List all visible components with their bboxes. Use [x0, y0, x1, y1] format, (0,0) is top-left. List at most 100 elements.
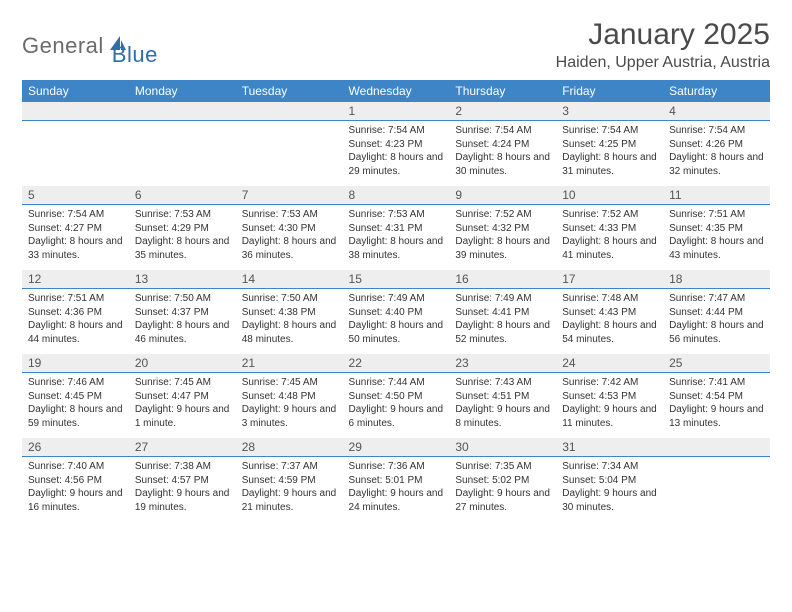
sunrise-text: Sunrise: 7:50 AM [242, 292, 337, 306]
sunset-text: Sunset: 4:50 PM [349, 390, 444, 404]
daylight-text: Daylight: 9 hours and 21 minutes. [242, 487, 337, 514]
brand-general: General [22, 33, 104, 59]
sunrise-text: Sunrise: 7:52 AM [562, 208, 657, 222]
week-data-row: Sunrise: 7:54 AMSunset: 4:27 PMDaylight:… [22, 205, 770, 271]
day-number-cell: 2 [449, 102, 556, 121]
week-daynum-row: 262728293031 [22, 438, 770, 457]
day-number-cell [129, 102, 236, 121]
week-daynum-row: 567891011 [22, 186, 770, 205]
sunrise-text: Sunrise: 7:49 AM [349, 292, 444, 306]
day-data-cell: Sunrise: 7:38 AMSunset: 4:57 PMDaylight:… [129, 457, 236, 523]
day-number-cell: 29 [343, 438, 450, 457]
day-data-cell: Sunrise: 7:49 AMSunset: 4:40 PMDaylight:… [343, 289, 450, 355]
daylight-text: Daylight: 8 hours and 39 minutes. [455, 235, 550, 262]
day-data-cell: Sunrise: 7:37 AMSunset: 4:59 PMDaylight:… [236, 457, 343, 523]
day-data-cell: Sunrise: 7:48 AMSunset: 4:43 PMDaylight:… [556, 289, 663, 355]
sunset-text: Sunset: 4:38 PM [242, 306, 337, 320]
sunrise-text: Sunrise: 7:40 AM [28, 460, 123, 474]
daylight-text: Daylight: 9 hours and 6 minutes. [349, 403, 444, 430]
day-number-cell: 16 [449, 270, 556, 289]
calendar-head-row: Sunday Monday Tuesday Wednesday Thursday… [22, 80, 770, 102]
sunrise-text: Sunrise: 7:54 AM [562, 124, 657, 138]
day-data-cell: Sunrise: 7:52 AMSunset: 4:32 PMDaylight:… [449, 205, 556, 271]
day-data-cell: Sunrise: 7:53 AMSunset: 4:30 PMDaylight:… [236, 205, 343, 271]
daylight-text: Daylight: 8 hours and 48 minutes. [242, 319, 337, 346]
sunrise-text: Sunrise: 7:54 AM [349, 124, 444, 138]
daylight-text: Daylight: 8 hours and 30 minutes. [455, 151, 550, 178]
sunset-text: Sunset: 4:48 PM [242, 390, 337, 404]
calendar-body: 1234Sunrise: 7:54 AMSunset: 4:23 PMDayli… [22, 102, 770, 522]
day-number-cell: 18 [663, 270, 770, 289]
sunset-text: Sunset: 4:43 PM [562, 306, 657, 320]
sunset-text: Sunset: 4:37 PM [135, 306, 230, 320]
brand-blue: Blue [112, 24, 158, 68]
daylight-text: Daylight: 9 hours and 11 minutes. [562, 403, 657, 430]
sunset-text: Sunset: 4:44 PM [669, 306, 764, 320]
sunset-text: Sunset: 4:36 PM [28, 306, 123, 320]
sunset-text: Sunset: 4:25 PM [562, 138, 657, 152]
sunrise-text: Sunrise: 7:42 AM [562, 376, 657, 390]
day-data-cell [129, 121, 236, 187]
day-data-cell: Sunrise: 7:40 AMSunset: 4:56 PMDaylight:… [22, 457, 129, 523]
sunset-text: Sunset: 4:35 PM [669, 222, 764, 236]
sunrise-text: Sunrise: 7:54 AM [669, 124, 764, 138]
sunrise-text: Sunrise: 7:53 AM [135, 208, 230, 222]
calendar-table: Sunday Monday Tuesday Wednesday Thursday… [22, 80, 770, 522]
sunrise-text: Sunrise: 7:43 AM [455, 376, 550, 390]
day-data-cell: Sunrise: 7:35 AMSunset: 5:02 PMDaylight:… [449, 457, 556, 523]
day-data-cell: Sunrise: 7:53 AMSunset: 4:31 PMDaylight:… [343, 205, 450, 271]
daylight-text: Daylight: 8 hours and 32 minutes. [669, 151, 764, 178]
col-sunday: Sunday [22, 80, 129, 102]
day-number-cell: 14 [236, 270, 343, 289]
day-number-cell: 27 [129, 438, 236, 457]
sunset-text: Sunset: 5:01 PM [349, 474, 444, 488]
daylight-text: Daylight: 8 hours and 33 minutes. [28, 235, 123, 262]
week-daynum-row: 12131415161718 [22, 270, 770, 289]
day-number-cell: 25 [663, 354, 770, 373]
day-number-cell: 11 [663, 186, 770, 205]
sunset-text: Sunset: 4:47 PM [135, 390, 230, 404]
week-data-row: Sunrise: 7:46 AMSunset: 4:45 PM Daylight:… [22, 373, 770, 439]
sunset-text: Sunset: 4:27 PM [28, 222, 123, 236]
daylight-text: Daylight: 8 hours and 31 minutes. [562, 151, 657, 178]
week-data-row: Sunrise: 7:51 AMSunset: 4:36 PMDaylight:… [22, 289, 770, 355]
day-data-cell: Sunrise: 7:43 AMSunset: 4:51 PMDaylight:… [449, 373, 556, 439]
day-data-cell: Sunrise: 7:50 AMSunset: 4:38 PMDaylight:… [236, 289, 343, 355]
daylight-text: Daylight: 9 hours and 24 minutes. [349, 487, 444, 514]
day-number-cell [22, 102, 129, 121]
daylight-text: Daylight: 8 hours and 56 minutes. [669, 319, 764, 346]
day-data-cell: Sunrise: 7:49 AMSunset: 4:41 PMDaylight:… [449, 289, 556, 355]
sunset-text: Sunset: 4:30 PM [242, 222, 337, 236]
day-number-cell: 10 [556, 186, 663, 205]
day-data-cell: Sunrise: 7:44 AMSunset: 4:50 PMDaylight:… [343, 373, 450, 439]
day-data-cell: Sunrise: 7:54 AMSunset: 4:25 PMDaylight:… [556, 121, 663, 187]
sunrise-text: Sunrise: 7:51 AM [28, 292, 123, 306]
sunset-text: Sunset: 4:56 PM [28, 474, 123, 488]
sunrise-text: Sunrise: 7:45 AM [135, 376, 230, 390]
daylight-text: Daylight: 8 hours and 44 minutes. [28, 319, 123, 346]
day-number-cell: 9 [449, 186, 556, 205]
sunset-text: Sunset: 4:24 PM [455, 138, 550, 152]
sunrise-text: Sunrise: 7:48 AM [562, 292, 657, 306]
day-data-cell: Sunrise: 7:45 AMSunset: 4:48 PMDaylight:… [236, 373, 343, 439]
day-number-cell [663, 438, 770, 457]
sunset-text: Sunset: 5:04 PM [562, 474, 657, 488]
week-data-row: Sunrise: 7:54 AMSunset: 4:23 PMDaylight:… [22, 121, 770, 187]
sunset-text: Sunset: 5:02 PM [455, 474, 550, 488]
col-wednesday: Wednesday [343, 80, 450, 102]
day-data-cell: Sunrise: 7:54 AMSunset: 4:23 PMDaylight:… [343, 121, 450, 187]
daylight-text: Daylight: 8 hours and 50 minutes. [349, 319, 444, 346]
col-saturday: Saturday [663, 80, 770, 102]
sunset-text: Sunset: 4:53 PM [562, 390, 657, 404]
day-data-cell: Sunrise: 7:41 AMSunset: 4:54 PMDaylight:… [663, 373, 770, 439]
sunset-text: Sunset: 4:59 PM [242, 474, 337, 488]
day-number-cell: 20 [129, 354, 236, 373]
sunrise-text: Sunrise: 7:46 AM [28, 376, 123, 390]
title-block: January 2025 Haiden, Upper Austria, Aust… [556, 18, 770, 72]
day-number-cell: 3 [556, 102, 663, 121]
col-tuesday: Tuesday [236, 80, 343, 102]
day-number-cell: 24 [556, 354, 663, 373]
sunset-text: Sunset: 4:45 PM [28, 390, 123, 404]
day-data-cell: Sunrise: 7:54 AMSunset: 4:27 PMDaylight:… [22, 205, 129, 271]
daylight-text: Daylight: 9 hours and 3 minutes. [242, 403, 337, 430]
